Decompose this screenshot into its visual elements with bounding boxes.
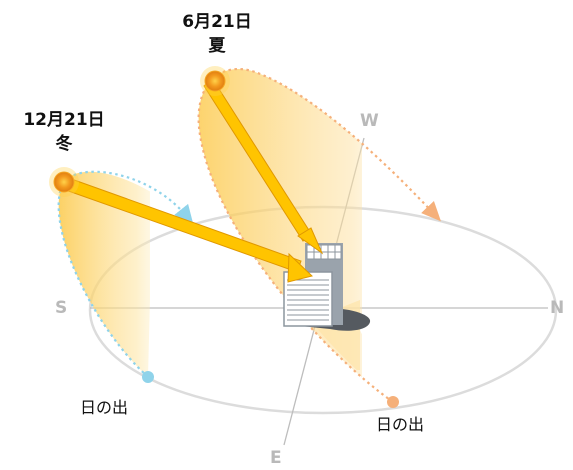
winter-date-label: 12月21日 <box>23 110 105 130</box>
winter-sunrise-dot <box>142 371 154 383</box>
summer-date-label: 6月21日 <box>182 12 252 32</box>
winter-sunrise-label: 日の出 <box>80 398 129 417</box>
winter-sun-icon <box>53 171 75 193</box>
compass-east-label: E <box>270 448 282 468</box>
compass-west-label: W <box>360 111 379 131</box>
summer-sun-icon <box>204 70 226 92</box>
winter-sun-path <box>57 170 194 378</box>
winter-sun-arc-area <box>58 171 150 377</box>
summer-season-label: 夏 <box>208 36 226 56</box>
compass-south-label: S <box>55 298 68 318</box>
summer-sunrise-dot <box>387 396 399 408</box>
winter-season-label: 冬 <box>55 134 73 154</box>
summer-sunrise-label: 日の出 <box>376 415 425 434</box>
compass-north-label: N <box>550 298 565 318</box>
